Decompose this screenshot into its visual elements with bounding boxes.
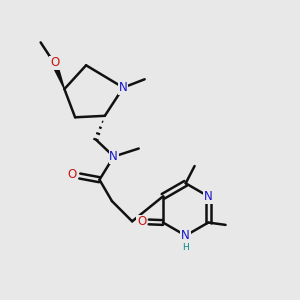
Text: O: O (137, 215, 146, 228)
Text: H: H (182, 243, 189, 252)
Text: O: O (67, 169, 76, 182)
Text: O: O (50, 56, 59, 69)
Text: N: N (181, 229, 190, 242)
Text: N: N (119, 81, 128, 94)
Text: N: N (110, 150, 118, 163)
Polygon shape (52, 62, 64, 89)
Text: N: N (204, 190, 213, 203)
